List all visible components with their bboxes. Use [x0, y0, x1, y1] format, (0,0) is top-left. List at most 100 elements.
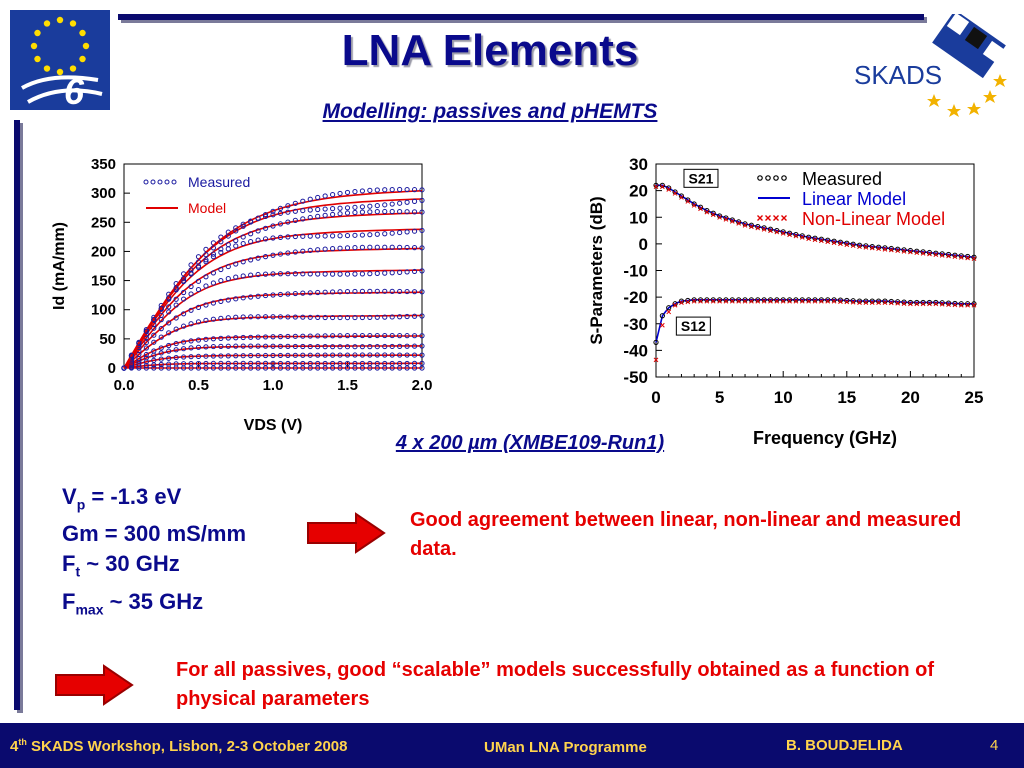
- measured-point: [315, 352, 321, 358]
- measured-point: [352, 332, 358, 339]
- measured-point: [270, 208, 276, 214]
- measured-point: [352, 352, 358, 358]
- measured-point: [225, 263, 231, 270]
- measured-point: [181, 323, 187, 329]
- legend-linear-label: Linear Model: [802, 189, 906, 209]
- nonlinear-point-s21: [736, 221, 742, 226]
- measured-point: [292, 333, 298, 339]
- measured-point: [262, 254, 269, 260]
- measured-point: [337, 190, 343, 197]
- nonlinear-point-s21: [882, 247, 888, 252]
- measured-point: [382, 208, 388, 215]
- measured-point: [218, 335, 224, 341]
- y-tick-label: 150: [91, 273, 116, 290]
- measured-point: [300, 198, 306, 204]
- measured-point: [225, 335, 231, 341]
- legend-measured-marker: [765, 175, 771, 181]
- measured-point: [307, 343, 313, 350]
- measured-point: [188, 360, 194, 367]
- measured-point: [330, 211, 336, 218]
- measured-point: [330, 206, 336, 212]
- nonlinear-point-s12: [774, 298, 780, 304]
- measured-point: [404, 360, 410, 367]
- measured-point: [181, 346, 187, 352]
- measured-point: [300, 290, 306, 296]
- measured-point: [240, 223, 246, 229]
- measured-point: [367, 244, 373, 250]
- x-tick-label: 10: [774, 388, 793, 407]
- page-number: 4: [990, 737, 999, 754]
- measured-point: [277, 291, 284, 298]
- measured-point: [255, 352, 261, 359]
- measured-point: [233, 261, 239, 267]
- y-tick-label: 0: [108, 360, 116, 377]
- measured-point: [307, 207, 313, 213]
- measured-point: [270, 235, 276, 241]
- measured-point: [158, 305, 164, 311]
- measured-point: [270, 314, 276, 320]
- measured-point: [285, 209, 291, 215]
- measured-point: [322, 233, 328, 239]
- measured-point: [188, 354, 194, 360]
- measured-point: [389, 201, 395, 207]
- nonlinear-point-s21: [939, 253, 945, 258]
- measured-point: [344, 288, 351, 295]
- measured-point: [218, 343, 224, 349]
- measured-point: [158, 356, 164, 362]
- measured-point: [218, 239, 224, 245]
- nonlinear-point-s21: [761, 227, 767, 232]
- measured-point: [166, 330, 172, 336]
- measured-point: [315, 333, 321, 339]
- nonlinear-point-s21: [825, 239, 831, 245]
- nonlinear-point-s12: [857, 300, 862, 305]
- param-gm: Gm = 300 mS/mm: [62, 521, 247, 547]
- measured-point: [210, 316, 216, 322]
- eu-star: [56, 16, 64, 24]
- measured-point: [411, 343, 418, 349]
- measured-point: [248, 239, 254, 245]
- measured-point: [292, 314, 298, 320]
- measured-point: [292, 352, 298, 358]
- measured-point: [270, 223, 276, 229]
- measured-point: [389, 343, 395, 350]
- measured-point: [218, 315, 224, 321]
- measured-point: [352, 360, 358, 367]
- measured-point: [344, 232, 351, 239]
- measured-point: [315, 271, 321, 277]
- measured-point: [330, 352, 336, 358]
- measured-point: [307, 352, 313, 358]
- device-label: 4 x 200 µm (XMBE109-Run1): [395, 432, 665, 454]
- measured-point: [382, 332, 388, 339]
- measured-point: [210, 270, 216, 276]
- measured-point: [307, 290, 313, 296]
- measured-point: [240, 334, 246, 341]
- measured-point: [270, 352, 276, 359]
- model-curve: [123, 269, 423, 369]
- nonlinear-point-s21: [685, 199, 691, 204]
- measured-point: [307, 247, 313, 254]
- measured-point: [419, 268, 425, 274]
- measured-point: [382, 270, 388, 276]
- measured-point: [292, 249, 298, 255]
- measured-point: [382, 231, 388, 237]
- measured-point: [195, 319, 202, 325]
- measured-point: [166, 361, 172, 367]
- measured-point: [233, 237, 239, 244]
- legend-nonlinear-label: Non-Linear Model: [802, 209, 945, 229]
- y-tick-label: 200: [91, 243, 116, 260]
- footer-programme: UMan LNA Programme: [484, 739, 647, 756]
- measured-point: [322, 193, 328, 199]
- x-tick-label: 20: [901, 388, 920, 407]
- model-curve: [123, 247, 423, 369]
- y-tick-label: 20: [629, 182, 648, 201]
- slide-title: LNA Elements: [341, 26, 639, 75]
- measured-point: [404, 244, 410, 251]
- measured-point: [389, 332, 395, 339]
- measured-point: [262, 271, 269, 277]
- measured-point: [307, 333, 313, 339]
- measured-point: [248, 219, 254, 225]
- y-tick-label: -40: [623, 341, 648, 360]
- nonlinear-point-s12: [780, 298, 786, 304]
- measured-point: [277, 210, 284, 216]
- nonlinear-point-s21: [698, 206, 703, 212]
